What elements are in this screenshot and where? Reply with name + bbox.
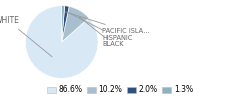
Legend: 86.6%, 10.2%, 2.0%, 1.3%: 86.6%, 10.2%, 2.0%, 1.3% [47,86,193,94]
Wedge shape [62,6,89,42]
Text: BLACK: BLACK [79,17,124,47]
Text: HISPANIC: HISPANIC [69,13,133,41]
Text: PACIFIC ISLA…: PACIFIC ISLA… [66,12,150,34]
Wedge shape [62,6,65,42]
Wedge shape [62,6,69,42]
Text: WHITE: WHITE [0,16,52,57]
Wedge shape [25,6,98,78]
